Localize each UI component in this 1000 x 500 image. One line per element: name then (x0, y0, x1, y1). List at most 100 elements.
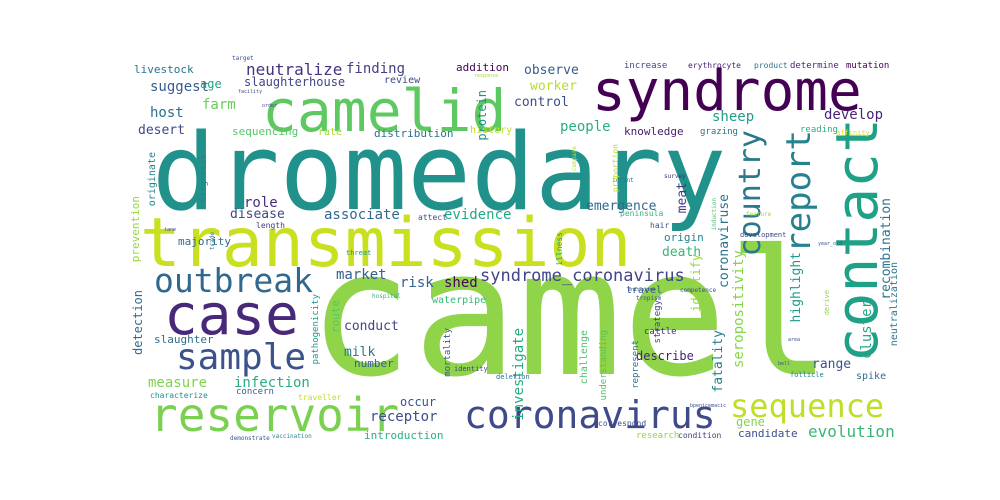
word: bell (778, 361, 791, 367)
word: compare (571, 146, 578, 172)
word: suggest (150, 79, 210, 95)
word: knowledge (624, 125, 684, 138)
word: shed (444, 275, 478, 291)
word: highlight (789, 252, 804, 323)
word: proportion (611, 144, 620, 193)
word: vaccination (272, 433, 312, 440)
word: receptor (370, 409, 438, 425)
word: year_old (818, 241, 843, 247)
word: cluster (859, 300, 875, 360)
word: finding (346, 61, 406, 77)
word: describe (636, 349, 694, 363)
word: condition (678, 431, 722, 440)
word: history (470, 125, 513, 136)
word: syndrome (592, 59, 862, 124)
word: trade (209, 232, 216, 251)
word: derive (823, 290, 831, 316)
word: control (514, 95, 569, 110)
word: evolution (808, 422, 895, 441)
word: peninsula (620, 209, 664, 218)
word: detection (131, 290, 145, 356)
word: order (262, 103, 278, 109)
word: erythrocyte (688, 61, 741, 70)
word: originate (147, 152, 158, 207)
word: concern (236, 387, 274, 397)
word: represent (631, 340, 641, 389)
word: slaughterhouse (244, 75, 346, 89)
word: risk (400, 275, 434, 291)
word: increase (624, 61, 668, 71)
word: review (384, 75, 421, 86)
word: illness (555, 232, 564, 266)
word: identity (454, 365, 488, 373)
word: distribution (374, 127, 454, 140)
word: travel (626, 285, 663, 296)
word: characterize (150, 391, 208, 400)
word: host (150, 105, 184, 121)
word: spike (856, 371, 887, 382)
word: sheep (712, 109, 755, 125)
word: neutralization (889, 262, 900, 347)
word: market (336, 267, 387, 283)
word: waterpipe (432, 295, 487, 306)
word: correspond (598, 419, 647, 428)
word: seropositivity (731, 250, 747, 369)
word: reservoir (150, 388, 400, 442)
word: enisconse (628, 287, 656, 293)
word: number (354, 357, 394, 370)
word: gene (736, 415, 765, 429)
word: age (200, 77, 222, 91)
word: candidate (738, 427, 798, 440)
word: length (256, 221, 285, 230)
word: competence (680, 287, 717, 294)
word: meat (675, 182, 690, 214)
word: transmission (140, 204, 632, 283)
word: case (164, 283, 299, 348)
word: route (329, 300, 342, 334)
word: range (812, 357, 852, 372)
word: understanding (599, 330, 609, 401)
word: identify (689, 254, 703, 312)
word: reading (800, 125, 838, 135)
word: associate (324, 207, 400, 223)
word: majority (178, 235, 231, 248)
word: tane (164, 227, 177, 233)
word: affinity (836, 129, 870, 137)
word: slaughter (154, 333, 214, 346)
word: camelid (262, 77, 507, 145)
word: people (560, 119, 611, 135)
word: worker (530, 79, 577, 94)
word: origin (664, 231, 704, 244)
word: cattle (644, 327, 677, 337)
word: syndrome_coronavirus (480, 266, 685, 286)
word: farm (202, 97, 236, 113)
word: fatality (711, 330, 726, 393)
word: hospital (372, 293, 401, 300)
word: threat (346, 249, 372, 257)
word: livestock (134, 63, 194, 76)
word: response (474, 73, 499, 79)
word: area (788, 337, 801, 343)
word: grazing (700, 127, 738, 137)
word: sequencing (232, 125, 299, 138)
word: development (740, 231, 787, 239)
word: emergence (586, 199, 657, 214)
word: survey (664, 173, 686, 180)
word: coronaviruse (717, 194, 732, 288)
word: sequence (730, 387, 885, 425)
word: coronavirus (464, 393, 716, 437)
word: neutralize (246, 60, 343, 79)
word: infection (234, 375, 310, 391)
word: demonstrate (230, 435, 270, 442)
word: dromedary (152, 111, 727, 234)
word: challenge (579, 330, 590, 385)
word: hair (650, 221, 670, 230)
word: camel (308, 213, 832, 416)
word: measure (148, 375, 208, 391)
word: infant (612, 177, 634, 184)
word: death (662, 245, 702, 260)
word: prevention (129, 196, 142, 263)
word: bpenicemacic (690, 403, 727, 409)
word: sample (176, 337, 307, 378)
